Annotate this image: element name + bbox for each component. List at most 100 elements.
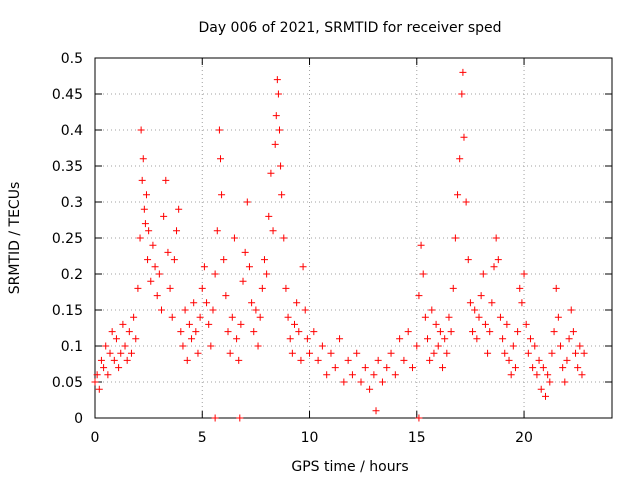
data-point <box>295 328 303 336</box>
data-point <box>142 191 150 199</box>
data-point <box>100 364 108 372</box>
data-point <box>481 320 489 328</box>
data-point <box>226 349 234 357</box>
data-point <box>173 227 181 235</box>
data-point <box>272 112 280 120</box>
data-point <box>303 335 311 343</box>
data-point <box>205 320 213 328</box>
data-point <box>236 414 244 422</box>
data-point <box>370 371 378 379</box>
data-point <box>211 414 219 422</box>
data-point <box>117 349 125 357</box>
data-point <box>196 313 204 321</box>
data-point <box>239 277 247 285</box>
data-point <box>554 313 562 321</box>
data-point <box>209 306 217 314</box>
y-axis-label: SRMTID / TECUs <box>7 182 23 295</box>
data-point <box>580 349 588 357</box>
data-point <box>119 320 127 328</box>
data-point <box>417 241 425 249</box>
data-point <box>274 90 282 98</box>
data-point <box>408 364 416 372</box>
data-point <box>486 328 494 336</box>
data-point <box>299 263 307 271</box>
x-tick-label: 15 <box>408 430 426 446</box>
data-point <box>428 306 436 314</box>
data-point <box>451 234 459 242</box>
data-point <box>175 205 183 213</box>
data-point <box>479 270 487 278</box>
data-point <box>434 342 442 350</box>
data-point <box>404 328 412 336</box>
data-point <box>336 335 344 343</box>
data-point <box>145 227 153 235</box>
data-point <box>511 364 519 372</box>
data-point <box>275 126 283 134</box>
data-point <box>318 342 326 350</box>
data-point <box>106 349 114 357</box>
data-point <box>531 342 539 350</box>
data-point <box>284 313 292 321</box>
data-point <box>576 342 584 350</box>
data-point <box>288 349 296 357</box>
data-point <box>572 349 580 357</box>
data-point <box>147 277 155 285</box>
data-point <box>314 356 322 364</box>
data-point <box>93 371 101 379</box>
x-tick-label: 5 <box>198 430 207 446</box>
data-point <box>162 176 170 184</box>
data-point <box>127 349 135 357</box>
data-point <box>546 378 554 386</box>
data-point <box>256 313 264 321</box>
data-point <box>348 371 356 379</box>
data-point <box>563 356 571 364</box>
data-point <box>544 371 552 379</box>
data-point <box>252 306 260 314</box>
data-point <box>310 328 318 336</box>
data-point <box>153 292 161 300</box>
data-point <box>445 313 453 321</box>
data-point <box>297 356 305 364</box>
data-point <box>141 220 149 228</box>
data-point <box>95 385 103 393</box>
y-tick-label: 0.05 <box>52 375 83 391</box>
data-point <box>323 371 331 379</box>
data-point <box>578 371 586 379</box>
data-point <box>459 68 467 76</box>
data-point <box>207 342 215 350</box>
data-point <box>503 320 511 328</box>
data-point <box>233 335 241 343</box>
data-point <box>443 349 451 357</box>
data-point <box>258 284 266 292</box>
y-tick-label: 0.4 <box>61 123 83 139</box>
data-point <box>215 126 223 134</box>
data-point <box>383 364 391 372</box>
data-point <box>492 234 500 242</box>
data-point <box>494 256 502 264</box>
data-point <box>286 335 294 343</box>
data-point <box>415 292 423 300</box>
y-tick-label: 0.2 <box>61 267 83 283</box>
data-point <box>104 371 112 379</box>
plot-frame <box>94 57 613 419</box>
data-point <box>237 320 245 328</box>
data-point <box>331 364 339 372</box>
data-point <box>291 320 299 328</box>
data-point <box>91 378 99 386</box>
data-point <box>216 155 224 163</box>
data-point <box>430 349 438 357</box>
data-point <box>509 342 517 350</box>
data-point <box>518 299 526 307</box>
data-point <box>539 364 547 372</box>
data-point <box>211 270 219 278</box>
data-point <box>269 227 277 235</box>
data-point <box>260 256 268 264</box>
data-point <box>344 356 352 364</box>
data-point <box>357 378 365 386</box>
data-point <box>185 320 193 328</box>
data-point <box>254 342 262 350</box>
data-point <box>475 313 483 321</box>
data-point <box>514 328 522 336</box>
data-point <box>557 342 565 350</box>
data-point <box>277 162 285 170</box>
